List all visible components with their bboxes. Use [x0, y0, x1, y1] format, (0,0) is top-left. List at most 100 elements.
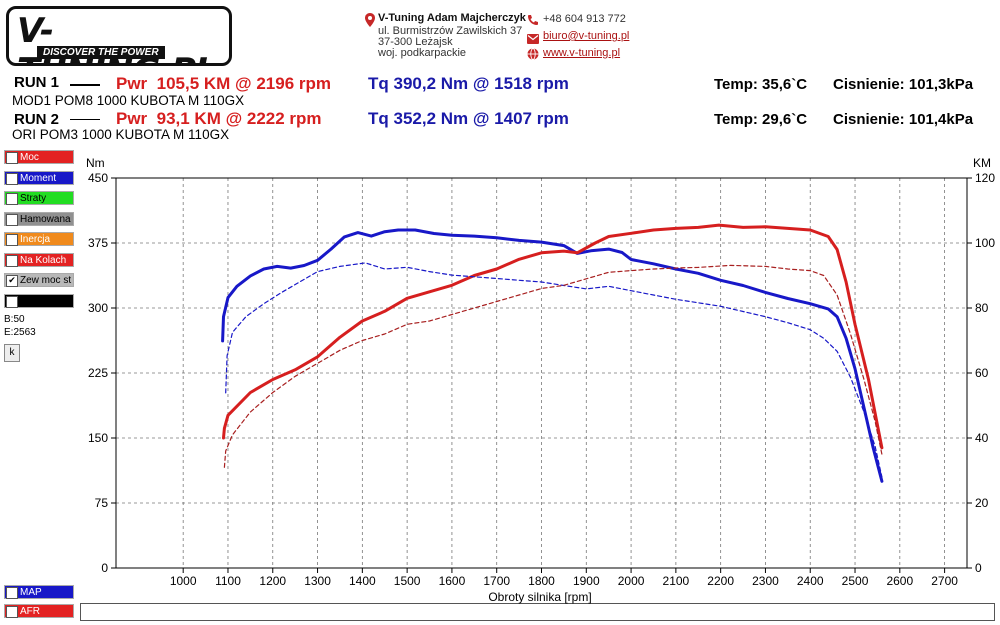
run2-temp: Temp: 29,6`C [714, 111, 808, 128]
x-tick-label: 1700 [483, 574, 510, 588]
x-tick-label: 2700 [931, 574, 958, 588]
checkbox-icon[interactable] [6, 234, 18, 246]
run2-description: ORI POM3 1000 KUBOTA M 110GX [12, 127, 230, 142]
legend-label: Hamowana [20, 213, 71, 225]
x-axis-label: Obroty silnika [rpm] [488, 590, 591, 604]
legend-toggle-afr[interactable]: AFR [4, 604, 74, 618]
checkbox-icon[interactable]: ✔ [6, 275, 18, 287]
legend-toggle-zew-moc-st[interactable]: ✔ Zew moc st [4, 273, 74, 287]
x-tick-label: 2300 [752, 574, 779, 588]
x-tick-label: 2500 [842, 574, 869, 588]
y-right-tick-label: 60 [975, 366, 989, 380]
y-left-tick-label: 375 [88, 236, 108, 250]
x-tick-label: 1300 [304, 574, 331, 588]
legend-toggle-hamowana[interactable]: Hamowana [4, 211, 74, 226]
x-tick-label: 1600 [439, 574, 466, 588]
x-tick-label: 2200 [707, 574, 734, 588]
curve-tq-run-1 [221, 228, 884, 483]
y-left-tick-label: 225 [88, 366, 108, 380]
x-tick-label: 1200 [259, 574, 286, 588]
run2-torque: Tq 352,2 Nm @ 1407 rpm [368, 109, 569, 128]
chart-curves [221, 223, 884, 483]
y-right-tick-label: 20 [975, 496, 989, 510]
e-value: E:2563 [4, 327, 36, 338]
y-right-tick-label: 120 [975, 171, 995, 185]
phone-icon [527, 13, 539, 31]
location-pin-icon [365, 13, 375, 32]
x-tick-label: 2100 [663, 574, 690, 588]
chart-axes [111, 177, 972, 573]
phone-number: +48 604 913 772 [543, 13, 626, 25]
checkbox-icon[interactable] [6, 213, 18, 226]
x-tick-label: 1000 [170, 574, 197, 588]
legend-label: Inercja [20, 234, 51, 245]
run2-pressure: Cisnienie: 101,4kPa [833, 111, 974, 128]
x-tick-label: 1800 [528, 574, 555, 588]
website-link[interactable]: www.v-tuning.pl [543, 47, 621, 59]
run1-line-sample [70, 84, 100, 86]
run2-power: Pwr 93,1 KM @ 2222 rpm [116, 109, 322, 128]
chart-grid [116, 178, 967, 568]
checkbox-icon[interactable]: ✔ [6, 152, 18, 164]
legend-label: AFR [20, 606, 40, 617]
address-line-1: ul. Burmistrzów Zawilskich 37 [378, 25, 523, 37]
checkbox-icon[interactable] [6, 606, 18, 618]
legend-label: Zew moc st [20, 275, 72, 286]
email-icon [527, 31, 539, 49]
k-button[interactable]: k [4, 344, 20, 362]
globe-icon [527, 47, 539, 65]
x-tick-label: 2400 [797, 574, 824, 588]
legend-toggle-inercja[interactable]: Inercja [4, 232, 74, 246]
legend-label: Straty [20, 193, 47, 204]
run1-pressure: Cisnienie: 101,3kPa [833, 76, 974, 93]
b-value: B:50 [4, 314, 25, 325]
legend-toggle-extra[interactable] [4, 293, 74, 308]
y-right-tick-label: 0 [975, 561, 982, 575]
company-address: V-Tuning Adam Majcherczyk ul. Burmistrzó… [378, 13, 526, 59]
x-tick-label: 1500 [394, 574, 421, 588]
x-tick-label: 1400 [349, 574, 376, 588]
legend-label: Na Kolach [20, 254, 67, 266]
y-axis-label-right: KM [973, 156, 991, 170]
checkbox-icon[interactable]: ✔ [6, 172, 18, 185]
legend-toggle-map[interactable]: MAP [4, 585, 74, 599]
run1-label: RUN 1 [14, 74, 60, 91]
v-tuning-logo: V-TUNING.PL DISCOVER THE POWER [6, 6, 232, 66]
chart-ticks: 1000 1100 1200 1300 1400 1500 1600 1700 1800 1900… [88, 171, 995, 588]
run2-line-sample [70, 119, 100, 120]
curve-tq-run-2 [225, 262, 883, 478]
y-left-tick-label: 450 [88, 171, 108, 185]
address-line-3: woj. podkarpackie [378, 47, 467, 59]
y-right-tick-label: 40 [975, 431, 989, 445]
legend-label: MAP [20, 587, 42, 598]
y-left-tick-label: 300 [88, 301, 108, 315]
logo-slogan: DISCOVER THE POWER [37, 46, 165, 59]
y-axis-label-left: Nm [86, 156, 105, 170]
checkbox-icon[interactable] [6, 254, 18, 267]
y-left-tick-label: 150 [88, 431, 108, 445]
x-tick-label: 1900 [573, 574, 600, 588]
curve-pwr-run-1 [222, 223, 884, 450]
y-right-tick-label: 100 [975, 236, 995, 250]
legend-toggle-na-kolach[interactable]: Na Kolach [4, 252, 74, 267]
checkbox-icon[interactable] [6, 587, 18, 599]
y-left-tick-label: 0 [101, 561, 108, 575]
run1-power: Pwr 105,5 KM @ 2196 rpm [116, 74, 332, 93]
curve-pwr-run-2 [223, 264, 883, 468]
run1-description: MOD1 POM8 1000 KUBOTA M 110GX [12, 93, 245, 108]
x-tick-label: 1100 [215, 574, 241, 588]
run2-label: RUN 2 [14, 111, 60, 128]
checkbox-icon[interactable] [6, 193, 18, 205]
x-tick-label: 2600 [886, 574, 913, 588]
x-tick-label: 2000 [618, 574, 645, 588]
legend-toggle-straty[interactable]: Straty [4, 191, 74, 205]
address-line-2: 37-300 Leżajsk [378, 36, 453, 48]
run1-temp: Temp: 35,6`C [714, 76, 808, 93]
checkbox-icon[interactable] [6, 295, 18, 308]
company-name: V-Tuning Adam Majcherczyk [378, 12, 526, 24]
email-link[interactable]: biuro@v-tuning.pl [543, 30, 630, 42]
status-bar [80, 603, 995, 621]
y-left-tick-label: 75 [95, 496, 109, 510]
dyno-chart: 1000 1100 1200 1300 1400 1500 1600 1700 1800 1900… [86, 156, 995, 604]
legend-toggle-moc[interactable]: ✔ Moc [4, 150, 74, 164]
